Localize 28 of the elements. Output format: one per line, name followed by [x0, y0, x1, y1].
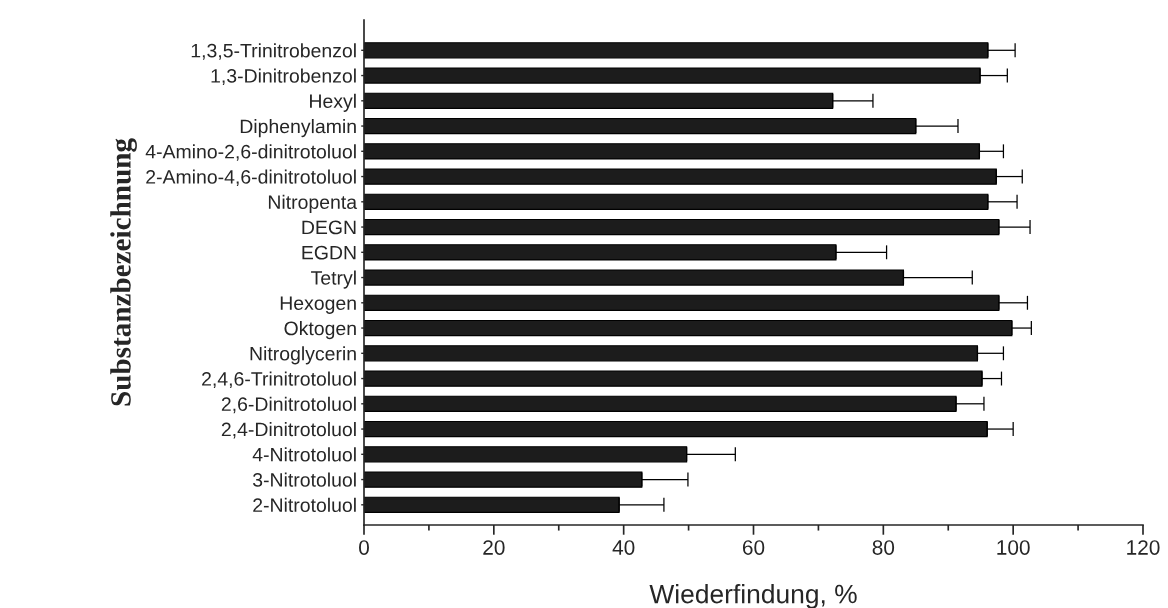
y-tick-label: Tetryl	[311, 270, 356, 289]
y-tick-label: Hexyl	[310, 93, 356, 112]
x-tick-label: 80	[872, 540, 895, 555]
y-tick-label: Oktogen	[284, 321, 356, 340]
y-tick-label: Nitropenta	[268, 194, 358, 213]
x-tick-label: 0	[359, 540, 369, 555]
y-tick-label: EGDN	[302, 245, 356, 260]
x-tick-label: 40	[612, 540, 635, 555]
y-axis-title: Substanzbezeichnung	[110, 138, 137, 406]
y-tick-label: 2-Nitrotoluol	[253, 497, 356, 513]
y-tick-label: 4-Nitrotoluol	[252, 447, 356, 462]
y-tick-label: 2-Amino-4,6-dinitrotoluol	[146, 169, 356, 187]
y-tick-label: 2,4-Dinitrotoluol	[221, 422, 356, 439]
y-tick-label: DEGN	[302, 220, 356, 235]
x-tick-label: 120	[1127, 540, 1160, 555]
y-tick-label: 2,6-Dinitrotoluol	[221, 396, 356, 414]
y-tick-label: 3-Nitrotoluol	[252, 472, 356, 487]
x-tick-label: 60	[742, 540, 765, 555]
y-tick-label: 1,3-Dinitrobenzol	[211, 68, 356, 86]
x-tick-label: 100	[997, 540, 1030, 555]
x-axis-title: Wiederfindung, %	[649, 584, 857, 608]
y-tick-label: Nitroglycerin	[250, 346, 356, 365]
y-tick-label: 4-Amino-2,6-dinitrotoluol	[145, 144, 356, 161]
y-tick-label: Hexogen	[280, 296, 356, 314]
x-tick-label: 20	[483, 540, 505, 555]
y-tick-label: 1,3,5-Trinitrobenzol	[191, 43, 356, 60]
y-tick-label: Diphenylamin	[240, 119, 356, 138]
y-tick-label: 2,4,6-Trinitrotoluol	[202, 371, 356, 389]
